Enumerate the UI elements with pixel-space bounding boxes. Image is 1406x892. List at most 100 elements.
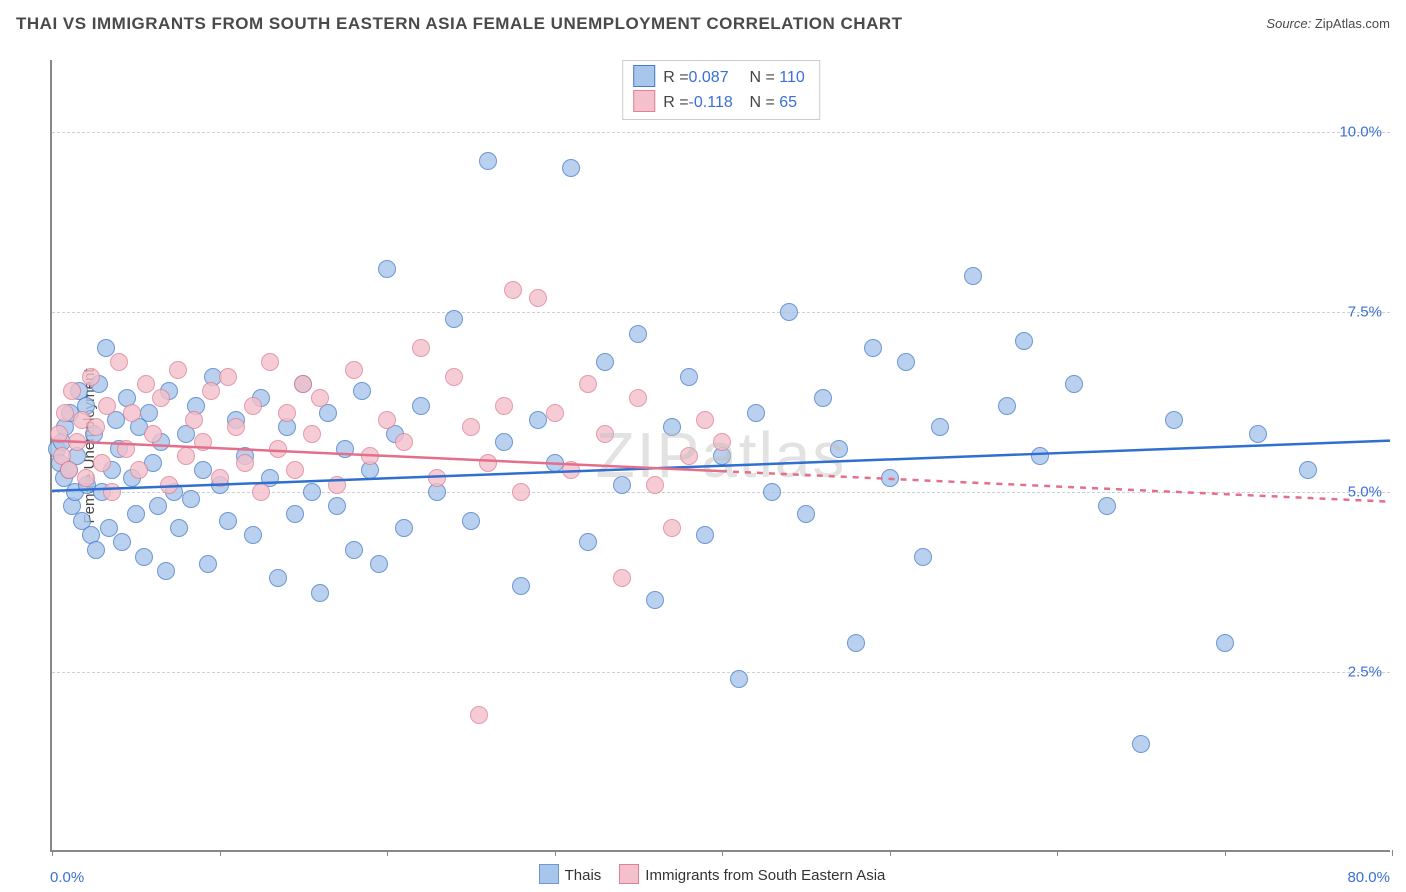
scatter-point-thais — [87, 541, 105, 559]
scatter-point-thais — [135, 548, 153, 566]
x-tick-label: 80.0% — [1347, 869, 1390, 886]
scatter-point-immigrants — [495, 397, 513, 415]
scatter-point-immigrants — [194, 433, 212, 451]
scatter-point-thais — [730, 670, 748, 688]
scatter-point-immigrants — [93, 454, 111, 472]
scatter-point-thais — [140, 404, 158, 422]
scatter-point-thais — [897, 353, 915, 371]
scatter-point-immigrants — [50, 425, 68, 443]
scatter-point-thais — [546, 454, 564, 472]
gridline-horizontal — [52, 132, 1390, 133]
x-tick — [1392, 850, 1393, 856]
legend-swatch-thais — [633, 65, 655, 87]
scatter-point-immigrants — [152, 389, 170, 407]
gridline-horizontal — [52, 672, 1390, 673]
scatter-point-thais — [286, 505, 304, 523]
scatter-point-thais — [763, 483, 781, 501]
scatter-point-thais — [747, 404, 765, 422]
scatter-point-thais — [613, 476, 631, 494]
scatter-point-thais — [328, 497, 346, 515]
x-tick — [555, 850, 556, 856]
scatter-point-immigrants — [479, 454, 497, 472]
scatter-point-thais — [412, 397, 430, 415]
scatter-point-thais — [170, 519, 188, 537]
scatter-point-immigrants — [361, 447, 379, 465]
x-tick — [890, 850, 891, 856]
scatter-point-thais — [311, 584, 329, 602]
scatter-point-thais — [646, 591, 664, 609]
scatter-point-immigrants — [219, 368, 237, 386]
scatter-point-immigrants — [98, 397, 116, 415]
x-tick-label: 0.0% — [50, 869, 84, 886]
scatter-point-thais — [1132, 735, 1150, 753]
x-tick — [220, 850, 221, 856]
x-tick — [1225, 850, 1226, 856]
scatter-point-thais — [914, 548, 932, 566]
scatter-point-immigrants — [345, 361, 363, 379]
y-tick-label: 7.5% — [1348, 304, 1382, 321]
scatter-point-immigrants — [504, 281, 522, 299]
source-attribution: Source: ZipAtlas.com — [1266, 16, 1390, 31]
scatter-point-thais — [1249, 425, 1267, 443]
legend-r-value: -0.118 — [689, 91, 741, 115]
scatter-point-thais — [1216, 634, 1234, 652]
scatter-point-thais — [1098, 497, 1116, 515]
legend-swatch — [539, 864, 559, 884]
scatter-point-immigrants — [278, 404, 296, 422]
scatter-point-immigrants — [546, 404, 564, 422]
legend-r-value: 0.087 — [689, 66, 741, 90]
scatter-point-thais — [596, 353, 614, 371]
scatter-point-thais — [1165, 411, 1183, 429]
scatter-point-immigrants — [680, 447, 698, 465]
scatter-point-thais — [680, 368, 698, 386]
scatter-point-immigrants — [185, 411, 203, 429]
scatter-point-immigrants — [68, 433, 86, 451]
scatter-point-thais — [1031, 447, 1049, 465]
scatter-point-thais — [194, 461, 212, 479]
scatter-point-thais — [269, 569, 287, 587]
scatter-point-immigrants — [77, 469, 95, 487]
scatter-point-immigrants — [227, 418, 245, 436]
scatter-point-immigrants — [579, 375, 597, 393]
legend-swatch-immigrants — [633, 90, 655, 112]
scatter-point-immigrants — [236, 454, 254, 472]
scatter-point-thais — [353, 382, 371, 400]
legend-swatch — [619, 864, 639, 884]
scatter-point-immigrants — [294, 375, 312, 393]
scatter-point-thais — [931, 418, 949, 436]
scatter-point-immigrants — [82, 368, 100, 386]
scatter-point-immigrants — [202, 382, 220, 400]
scatter-point-immigrants — [160, 476, 178, 494]
scatter-point-thais — [336, 440, 354, 458]
scatter-point-thais — [199, 555, 217, 573]
scatter-point-immigrants — [123, 404, 141, 422]
scatter-point-immigrants — [60, 461, 78, 479]
scatter-point-immigrants — [211, 469, 229, 487]
scatter-point-thais — [998, 397, 1016, 415]
scatter-point-thais — [847, 634, 865, 652]
scatter-point-thais — [462, 512, 480, 530]
scatter-point-immigrants — [328, 476, 346, 494]
scatter-point-immigrants — [137, 375, 155, 393]
scatter-point-thais — [881, 469, 899, 487]
scatter-point-thais — [97, 339, 115, 357]
scatter-plot-area: ZIPatlas R = 0.087 N = 110R = -0.118 N =… — [50, 60, 1390, 852]
scatter-point-thais — [1065, 375, 1083, 393]
scatter-point-immigrants — [269, 440, 287, 458]
chart-header: THAI VS IMMIGRANTS FROM SOUTH EASTERN AS… — [16, 14, 1390, 44]
scatter-point-immigrants — [261, 353, 279, 371]
scatter-point-immigrants — [596, 425, 614, 443]
series-legend: ThaisImmigrants from South Eastern Asia — [0, 864, 1406, 884]
scatter-point-thais — [529, 411, 547, 429]
scatter-point-thais — [244, 526, 262, 544]
scatter-point-immigrants — [713, 433, 731, 451]
scatter-point-thais — [182, 490, 200, 508]
scatter-point-immigrants — [144, 425, 162, 443]
scatter-point-thais — [663, 418, 681, 436]
scatter-point-thais — [157, 562, 175, 580]
x-tick — [722, 850, 723, 856]
y-tick-label: 2.5% — [1348, 664, 1382, 681]
x-tick — [52, 850, 53, 856]
scatter-point-immigrants — [110, 353, 128, 371]
scatter-point-thais — [780, 303, 798, 321]
